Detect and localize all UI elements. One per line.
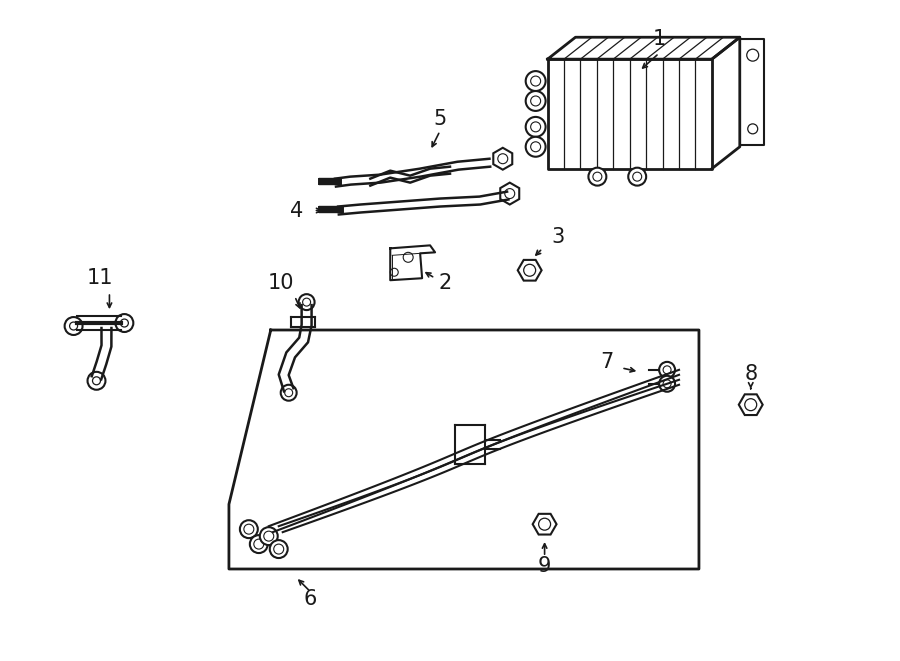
Circle shape [633,172,642,181]
Circle shape [403,253,413,262]
Text: 4: 4 [290,200,303,221]
Circle shape [593,172,602,181]
Text: 6: 6 [304,589,318,609]
Circle shape [299,294,315,310]
Circle shape [538,518,551,530]
Text: 10: 10 [267,273,294,293]
Text: 1: 1 [652,29,666,49]
Text: 3: 3 [551,227,564,247]
Circle shape [284,389,292,397]
Text: 5: 5 [434,109,446,129]
Text: 7: 7 [600,352,614,372]
Circle shape [244,524,254,534]
Circle shape [524,264,536,276]
Circle shape [748,124,758,134]
Circle shape [526,137,545,157]
Circle shape [589,168,607,186]
Circle shape [254,539,264,549]
Circle shape [115,314,133,332]
Circle shape [302,298,310,306]
Circle shape [391,268,398,276]
Circle shape [270,540,288,558]
Circle shape [628,168,646,186]
Circle shape [531,142,541,152]
Circle shape [87,372,105,390]
Circle shape [745,399,757,410]
Circle shape [747,49,759,61]
Circle shape [498,154,508,164]
Circle shape [93,377,101,385]
Text: 11: 11 [86,268,112,288]
Circle shape [526,117,545,137]
Circle shape [505,188,515,198]
Circle shape [531,96,541,106]
Circle shape [531,122,541,132]
Circle shape [526,91,545,111]
Circle shape [264,531,274,541]
Circle shape [69,322,77,330]
Circle shape [65,317,83,335]
Circle shape [659,376,675,392]
Circle shape [663,380,671,388]
Circle shape [663,366,671,374]
Circle shape [260,527,278,545]
Circle shape [240,520,257,538]
Circle shape [121,319,129,327]
Text: 2: 2 [438,273,452,293]
Circle shape [250,535,268,553]
Text: 9: 9 [538,556,552,576]
Text: 8: 8 [744,364,757,384]
Circle shape [274,544,284,554]
Circle shape [659,362,675,378]
Circle shape [281,385,297,401]
Circle shape [531,76,541,86]
Circle shape [526,71,545,91]
